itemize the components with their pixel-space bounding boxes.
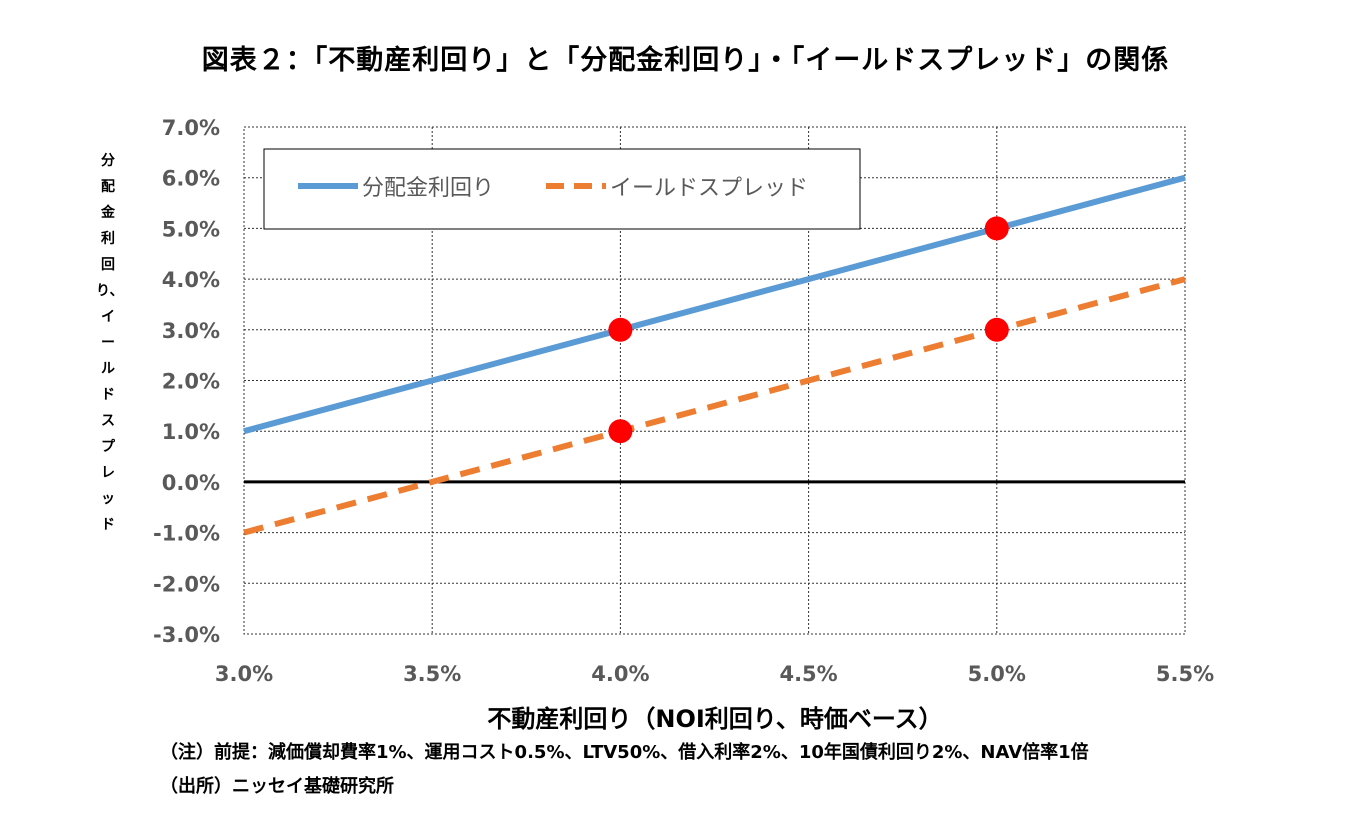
legend: 分配金利回り イールドスプレッド [263, 148, 861, 230]
y-tick-label: 0.0% [162, 471, 220, 495]
source-note: （出所）ニッセイ基礎研究所 [160, 776, 394, 797]
x-axis-label: 不動産利回り（NOI利回り、時価ベース） [487, 705, 942, 733]
highlight-markers [608, 216, 1009, 444]
highlight-marker [984, 216, 1009, 241]
y-tick-label: 2.0% [162, 370, 220, 394]
x-tick-label: 4.0% [591, 662, 649, 686]
legend-label-1: 分配金利回り [362, 176, 494, 201]
x-tick-label: 4.5% [779, 662, 837, 686]
x-tick-label: 3.5% [403, 662, 461, 686]
series-lines [243, 174, 1186, 536]
y-tick-label: -3.0% [153, 623, 220, 647]
y-tick-label: 6.0% [162, 167, 220, 191]
y-tick-label: 7.0% [162, 116, 220, 140]
highlight-marker [608, 419, 633, 444]
y-tick-label: -1.0% [153, 522, 220, 546]
y-tick-label: 5.0% [162, 217, 220, 241]
highlight-marker [608, 317, 633, 342]
tick-labels: 7.0% 6.0% 5.0% 4.0% 3.0% 2.0% 1.0% 0.0% -1.0% -2.… [153, 116, 1214, 686]
y-tick-label: 4.0% [162, 268, 220, 292]
series-line-2 [243, 276, 1186, 536]
y-tick-label: -2.0% [153, 572, 220, 596]
y-axis-label: 分配金利回り、イールドスプレッド [96, 153, 124, 533]
series-line-1 [243, 174, 1186, 435]
y-tick-label: 1.0% [162, 420, 220, 444]
assumption-note: （注）前提：減価償却費率1%、運用コスト0.5%、LTV50%、借入利率2%、1… [160, 742, 1089, 763]
x-tick-label: 3.0% [215, 662, 273, 686]
highlight-marker [984, 317, 1009, 342]
y-tick-label: 3.0% [162, 319, 220, 343]
legend-label-2: イールドスプレッド [610, 176, 808, 201]
chart-title: 図表２：「不動産利回り」と「分配金利回り」・「イールドスプレッド」の関係 [201, 45, 1170, 76]
x-tick-label: 5.0% [968, 662, 1026, 686]
x-tick-label: 5.5% [1156, 662, 1214, 686]
